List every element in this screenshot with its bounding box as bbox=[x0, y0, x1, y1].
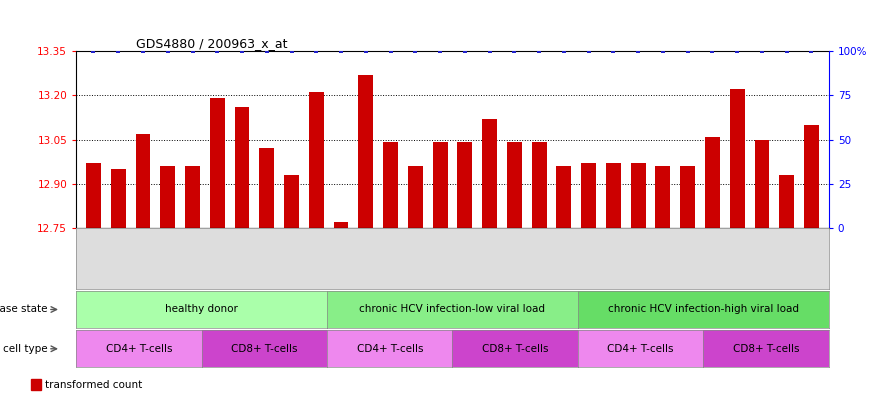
Text: cell type: cell type bbox=[3, 344, 47, 354]
Bar bbox=[86, 163, 101, 228]
Bar bbox=[358, 75, 374, 228]
Bar bbox=[780, 175, 794, 228]
Bar bbox=[284, 175, 299, 228]
Bar bbox=[606, 163, 621, 228]
Bar bbox=[556, 166, 572, 228]
Text: CD4+ T-cells: CD4+ T-cells bbox=[106, 344, 172, 354]
Text: CD4+ T-cells: CD4+ T-cells bbox=[607, 344, 674, 354]
Bar bbox=[804, 125, 819, 228]
Bar bbox=[705, 136, 719, 228]
Text: transformed count: transformed count bbox=[45, 380, 142, 390]
Text: CD4+ T-cells: CD4+ T-cells bbox=[357, 344, 423, 354]
Text: chronic HCV infection-low viral load: chronic HCV infection-low viral load bbox=[359, 305, 546, 314]
Text: GDS4880 / 200963_x_at: GDS4880 / 200963_x_at bbox=[136, 37, 288, 50]
Bar bbox=[531, 142, 547, 228]
Text: healthy donor: healthy donor bbox=[165, 305, 238, 314]
Bar bbox=[333, 222, 349, 228]
Bar bbox=[680, 166, 695, 228]
Bar bbox=[259, 148, 274, 228]
Bar bbox=[309, 92, 323, 228]
Bar bbox=[235, 107, 249, 228]
Bar bbox=[30, 379, 41, 390]
Text: disease state: disease state bbox=[0, 305, 47, 314]
Bar bbox=[210, 98, 225, 228]
Bar bbox=[729, 89, 745, 228]
Bar bbox=[408, 166, 423, 228]
Bar bbox=[185, 166, 200, 228]
Bar bbox=[482, 119, 497, 228]
Text: CD8+ T-cells: CD8+ T-cells bbox=[231, 344, 297, 354]
Bar bbox=[582, 163, 596, 228]
Bar bbox=[383, 142, 398, 228]
Bar bbox=[656, 166, 670, 228]
Bar bbox=[135, 134, 151, 228]
Text: chronic HCV infection-high viral load: chronic HCV infection-high viral load bbox=[607, 305, 799, 314]
Bar bbox=[458, 142, 472, 228]
Bar bbox=[111, 169, 125, 228]
Bar bbox=[754, 140, 770, 228]
Text: CD8+ T-cells: CD8+ T-cells bbox=[482, 344, 548, 354]
Text: CD8+ T-cells: CD8+ T-cells bbox=[733, 344, 799, 354]
Bar bbox=[507, 142, 521, 228]
Bar bbox=[160, 166, 176, 228]
Bar bbox=[433, 142, 447, 228]
Bar bbox=[631, 163, 646, 228]
